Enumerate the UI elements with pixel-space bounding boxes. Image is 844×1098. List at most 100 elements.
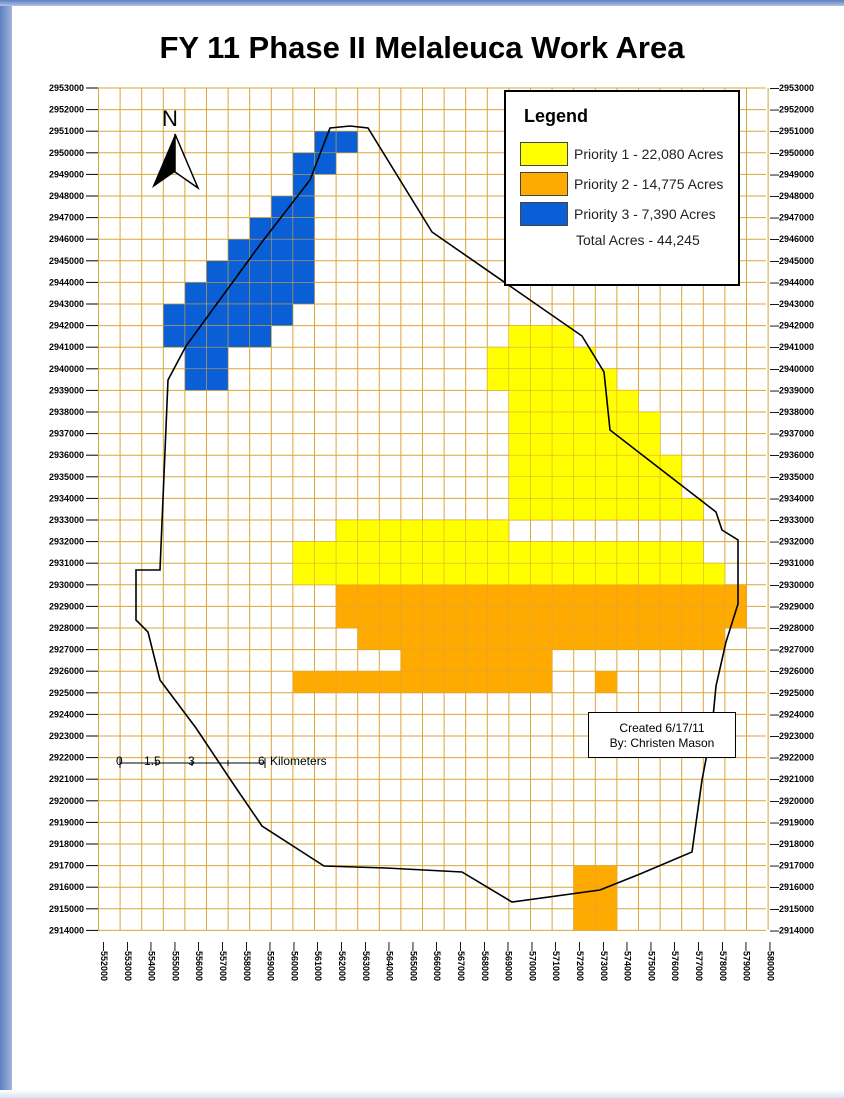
legend-item-label: Priority 1 - 22,080 Acres	[574, 146, 724, 162]
y-axis-label-right: —2931000	[770, 558, 814, 568]
y-axis-label-left: 2947000	[49, 213, 84, 223]
priority-1-cell	[422, 541, 445, 564]
priority-1-cell	[530, 541, 553, 564]
priority-2-cell	[638, 584, 661, 607]
legend-item-priority-1: Priority 1 - 22,080 Acres	[520, 142, 723, 166]
priority-3-cell	[271, 282, 294, 305]
y-axis-label-left: 2946000	[49, 234, 84, 244]
x-axis-label: —572000	[575, 942, 585, 981]
y-axis-label-left: 2927000	[49, 645, 84, 655]
priority-2-cell	[443, 584, 466, 607]
priority-2-cell	[335, 606, 358, 629]
priority-3-cell	[292, 260, 315, 283]
y-axis-label-right: —2926000	[770, 666, 814, 676]
y-axis-label-left: 2920000	[49, 796, 84, 806]
y-axis-label-left: 2915000	[49, 904, 84, 914]
priority-1-cell	[616, 390, 639, 413]
priority-1-cell	[400, 562, 423, 586]
priority-1-cell	[379, 562, 402, 586]
priority-3-cell	[249, 217, 272, 240]
priority-1-cell	[551, 433, 574, 456]
priority-2-cell	[465, 627, 488, 650]
y-axis-label-right: —2945000	[770, 256, 814, 266]
x-axis-label: —580000	[765, 942, 775, 981]
y-axis-label-left: 2940000	[49, 364, 84, 374]
priority-1-cell	[681, 541, 704, 564]
priority-2-cell	[595, 908, 618, 931]
priority-2-cell	[724, 606, 747, 629]
priority-1-cell	[508, 476, 531, 499]
y-axis-label-left: 2943000	[49, 299, 84, 309]
priority-1-cell	[616, 454, 639, 478]
priority-1-cell	[379, 541, 402, 564]
priority-2-cell	[638, 606, 661, 629]
y-axis-label-left: 2952000	[49, 105, 84, 115]
priority-1-cell	[508, 562, 531, 586]
x-axis-label: —555000	[170, 942, 180, 981]
work-area-boundary	[135, 125, 739, 903]
x-axis-label: —561000	[313, 942, 323, 981]
priority-1-cell	[400, 519, 423, 542]
priority-2-cell	[379, 606, 402, 629]
priority-1-cell	[335, 541, 358, 564]
y-axis-label-right: —2921000	[770, 774, 814, 784]
priority-2-cell	[443, 627, 466, 650]
priority-1-cell	[530, 476, 553, 499]
priority-1-cell	[422, 562, 445, 586]
y-axis-label-left: 2950000	[49, 148, 84, 158]
priority-1-cell	[595, 476, 618, 499]
priority-2-cell	[530, 606, 553, 629]
priority-2-cell	[422, 606, 445, 629]
priority-1-cell	[595, 454, 618, 478]
y-axis-label-right: —2914000	[770, 925, 814, 935]
priority-1-cell	[508, 346, 531, 370]
scale-tick-label: 3	[188, 754, 195, 768]
priority-1-cell	[681, 498, 704, 521]
priority-2-cell	[703, 606, 726, 629]
priority-1-cell	[508, 411, 531, 434]
y-axis-label-right: —2924000	[770, 709, 814, 719]
priority-2-cell	[508, 584, 531, 607]
priority-1-cell	[530, 411, 553, 434]
priority-1-cell	[551, 390, 574, 413]
priority-3-cell	[249, 238, 272, 262]
priority-3-cell	[227, 238, 250, 262]
priority-3-cell	[292, 152, 315, 175]
y-axis-label-right: —2952000	[770, 105, 814, 115]
priority-2-cell	[530, 670, 553, 694]
priority-1-cell	[530, 433, 553, 456]
priority-3-cell	[271, 217, 294, 240]
priority-2-cell	[595, 606, 618, 629]
y-axis-label-right: —2930000	[770, 580, 814, 590]
priority-2-cell	[465, 584, 488, 607]
priority-3-cell	[163, 303, 186, 326]
y-axis-label-right: —2916000	[770, 882, 814, 892]
y-axis-label-left: 2919000	[49, 817, 84, 827]
y-axis-label-right: —2933000	[770, 515, 814, 525]
priority-2-cell	[357, 584, 380, 607]
priority-1-cell	[508, 325, 531, 348]
y-axis-label-left: 2929000	[49, 601, 84, 611]
priority-2-cell	[681, 606, 704, 629]
legend-title: Legend	[524, 106, 589, 126]
y-axis-label-left: 2937000	[49, 429, 84, 439]
priority-1-cell	[335, 519, 358, 542]
y-axis-label-right: —2951000	[770, 126, 814, 136]
priority-3-cell	[249, 260, 272, 283]
y-axis-label-right: —2943000	[770, 299, 814, 309]
y-axis-label-right: —2915000	[770, 904, 814, 914]
priority-1-cell	[659, 562, 682, 586]
y-axis-label-left: 2944000	[49, 277, 84, 287]
priority-2-cell	[703, 584, 726, 607]
priority-3-cell	[184, 346, 207, 370]
map-title: FY 11 Phase II Melaleuca Work Area	[159, 30, 685, 65]
priority-1-cell	[573, 390, 596, 413]
priority-3-cell	[249, 303, 272, 326]
priority-2-cell	[335, 670, 358, 694]
priority-1-cell	[443, 562, 466, 586]
x-axis-label: —565000	[408, 942, 418, 981]
y-axis-label-left: 2953000	[49, 83, 84, 93]
priority-3-cell	[249, 282, 272, 305]
y-axis-label-left: 2926000	[49, 666, 84, 676]
